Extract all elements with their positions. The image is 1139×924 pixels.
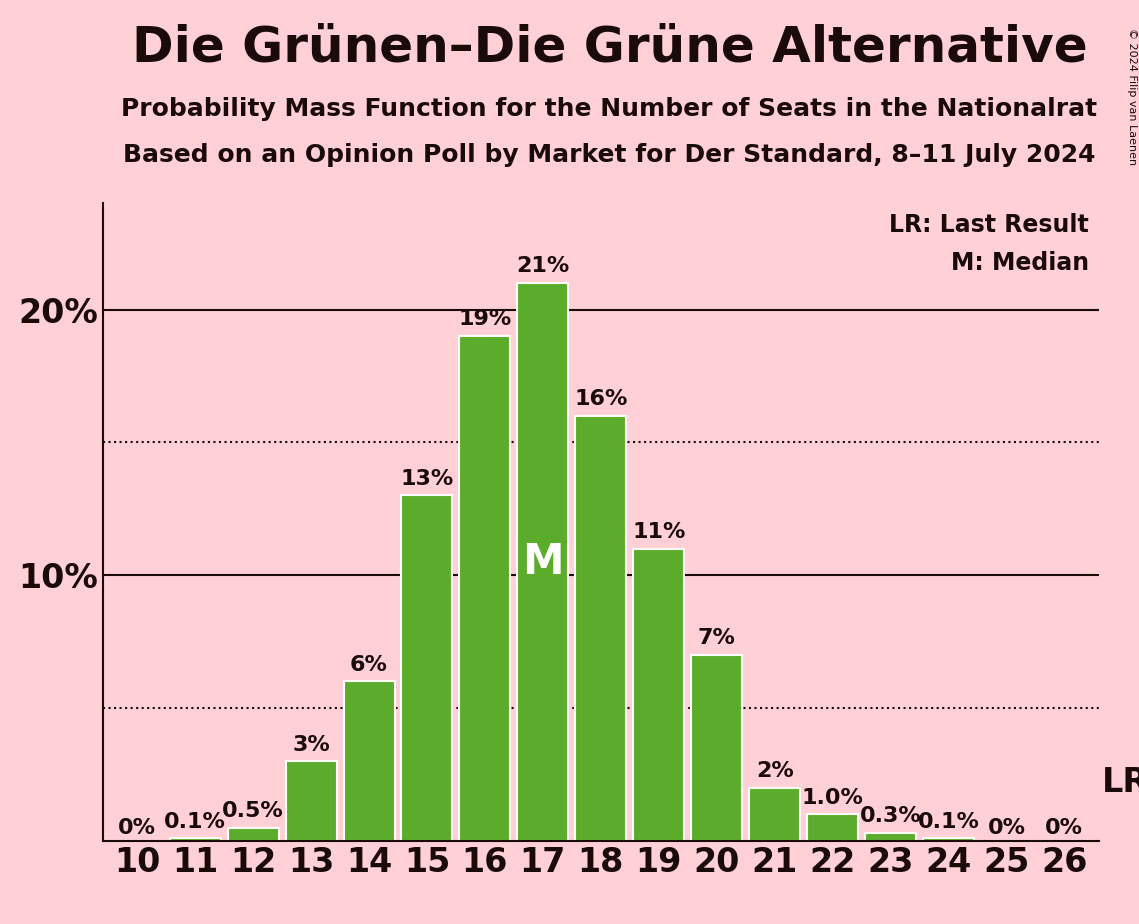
Bar xyxy=(575,416,626,841)
Text: 21%: 21% xyxy=(516,256,570,276)
Text: 0.1%: 0.1% xyxy=(164,811,227,832)
Text: M: Median: M: Median xyxy=(951,251,1089,275)
Text: 13%: 13% xyxy=(401,468,453,489)
Bar xyxy=(228,828,279,841)
Bar xyxy=(170,838,221,841)
Text: 11%: 11% xyxy=(632,522,686,542)
Bar xyxy=(633,549,685,841)
Text: 2%: 2% xyxy=(756,761,794,781)
Bar xyxy=(517,283,568,841)
Text: 16%: 16% xyxy=(574,389,628,409)
Text: 0%: 0% xyxy=(118,818,156,838)
Bar xyxy=(923,838,974,841)
Text: 6%: 6% xyxy=(350,655,388,675)
Bar xyxy=(865,833,916,841)
Text: Based on an Opinion Poll by Market for Der Standard, 8–11 July 2024: Based on an Opinion Poll by Market for D… xyxy=(123,143,1096,167)
Text: Die Grünen–Die Grüne Alternative: Die Grünen–Die Grüne Alternative xyxy=(131,23,1088,71)
Text: Probability Mass Function for the Number of Seats in the Nationalrat: Probability Mass Function for the Number… xyxy=(121,97,1098,121)
Bar xyxy=(344,682,394,841)
Text: © 2024 Filip van Laenen: © 2024 Filip van Laenen xyxy=(1126,28,1137,164)
Text: LR: Last Result: LR: Last Result xyxy=(890,213,1089,237)
Text: 0%: 0% xyxy=(1046,818,1083,838)
Text: 3%: 3% xyxy=(293,735,330,755)
Bar xyxy=(691,655,743,841)
Text: M: M xyxy=(522,541,564,583)
Text: 0.3%: 0.3% xyxy=(860,807,921,826)
Bar xyxy=(459,336,510,841)
Text: 7%: 7% xyxy=(698,628,736,649)
Text: 19%: 19% xyxy=(458,310,511,330)
Text: 0.1%: 0.1% xyxy=(918,811,980,832)
Text: 1.0%: 1.0% xyxy=(802,787,863,808)
Text: 0.5%: 0.5% xyxy=(222,801,284,821)
Bar xyxy=(401,495,452,841)
Text: 0%: 0% xyxy=(988,818,1025,838)
Text: LR: LR xyxy=(1103,766,1139,799)
Bar xyxy=(749,787,800,841)
Bar xyxy=(808,814,858,841)
Bar xyxy=(286,761,337,841)
